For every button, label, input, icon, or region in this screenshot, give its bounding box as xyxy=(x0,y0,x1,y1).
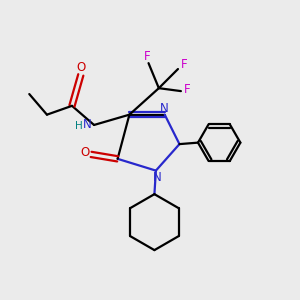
Text: F: F xyxy=(184,83,191,96)
Text: O: O xyxy=(76,61,86,74)
Text: N: N xyxy=(83,118,92,131)
Text: F: F xyxy=(181,58,188,71)
Text: O: O xyxy=(80,146,89,159)
Text: N: N xyxy=(153,171,162,184)
Text: H: H xyxy=(75,121,82,130)
Text: N: N xyxy=(160,102,169,115)
Text: F: F xyxy=(144,50,150,63)
